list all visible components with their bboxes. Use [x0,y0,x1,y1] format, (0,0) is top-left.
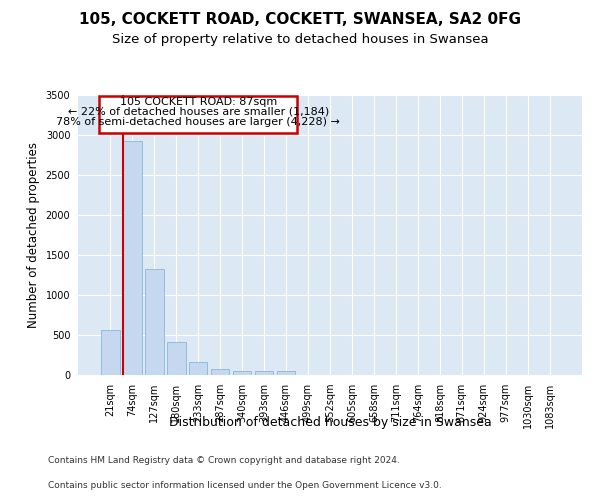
Y-axis label: Number of detached properties: Number of detached properties [27,142,40,328]
Bar [277,372,295,375]
Bar [233,370,251,375]
Bar [189,362,208,375]
Bar [123,142,142,375]
Text: 105, COCKETT ROAD, COCKETT, SWANSEA, SA2 0FG: 105, COCKETT ROAD, COCKETT, SWANSEA, SA2… [79,12,521,28]
FancyBboxPatch shape [99,96,297,134]
Text: Contains HM Land Registry data © Crown copyright and database right 2024.: Contains HM Land Registry data © Crown c… [48,456,400,465]
Text: ← 22% of detached houses are smaller (1,184): ← 22% of detached houses are smaller (1,… [68,107,329,117]
Text: Distribution of detached houses by size in Swansea: Distribution of detached houses by size … [169,416,491,429]
Text: Size of property relative to detached houses in Swansea: Size of property relative to detached ho… [112,32,488,46]
Text: Contains public sector information licensed under the Open Government Licence v3: Contains public sector information licen… [48,481,442,490]
Bar [101,330,119,375]
Bar [255,371,274,375]
Bar [167,342,185,375]
Text: 105 COCKETT ROAD: 87sqm: 105 COCKETT ROAD: 87sqm [119,98,277,108]
Bar [145,268,164,375]
Text: 78% of semi-detached houses are larger (4,228) →: 78% of semi-detached houses are larger (… [56,118,340,128]
Bar [211,369,229,375]
